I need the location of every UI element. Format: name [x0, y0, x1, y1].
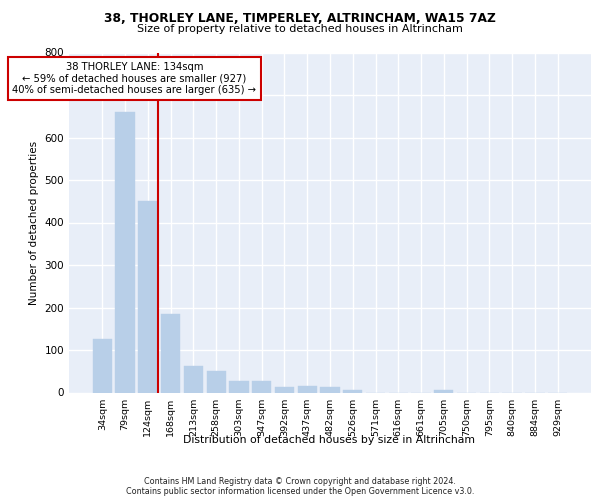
- Bar: [206, 371, 226, 392]
- Text: Size of property relative to detached houses in Altrincham: Size of property relative to detached ho…: [137, 24, 463, 34]
- Text: Contains HM Land Registry data © Crown copyright and database right 2024.
Contai: Contains HM Land Registry data © Crown c…: [126, 476, 474, 496]
- Bar: [252, 380, 271, 392]
- Bar: [138, 201, 158, 392]
- Text: 38 THORLEY LANE: 134sqm
← 59% of detached houses are smaller (927)
40% of semi-d: 38 THORLEY LANE: 134sqm ← 59% of detache…: [12, 62, 256, 95]
- Text: Distribution of detached houses by size in Altrincham: Distribution of detached houses by size …: [183, 435, 475, 445]
- Bar: [343, 390, 362, 392]
- Bar: [275, 387, 294, 392]
- Bar: [93, 338, 112, 392]
- Bar: [161, 314, 181, 392]
- Bar: [229, 380, 248, 392]
- Y-axis label: Number of detached properties: Number of detached properties: [29, 140, 39, 304]
- Bar: [115, 112, 135, 392]
- Text: 38, THORLEY LANE, TIMPERLEY, ALTRINCHAM, WA15 7AZ: 38, THORLEY LANE, TIMPERLEY, ALTRINCHAM,…: [104, 12, 496, 26]
- Bar: [298, 386, 317, 392]
- Bar: [320, 388, 340, 392]
- Bar: [434, 390, 454, 392]
- Bar: [184, 366, 203, 392]
